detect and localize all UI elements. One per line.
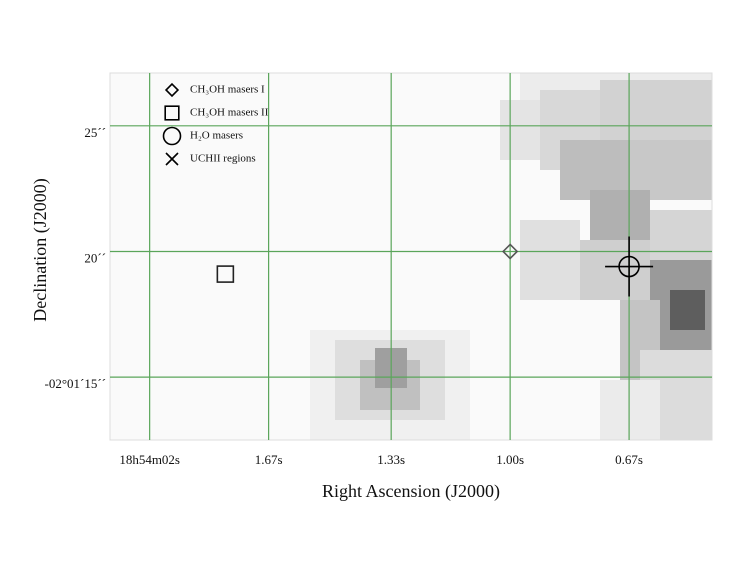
x-tick-label: 1.33s — [377, 452, 405, 467]
y-tick-label: -02°01´15´´ — [44, 376, 106, 391]
y-tick-label: 20´´ — [84, 250, 106, 265]
x-tick-label: 1.67s — [255, 452, 283, 467]
y-axis-label: Declination (J2000) — [30, 178, 51, 321]
x-tick-label: 1.00s — [496, 452, 524, 467]
marker-square — [164, 105, 180, 121]
plot-frame — [109, 72, 713, 441]
x-tick-label: 18h54m02s — [119, 452, 180, 467]
marker-diamond — [164, 82, 180, 98]
y-tick-label: 25´´ — [84, 125, 106, 140]
background-image — [310, 73, 712, 440]
x-axis-label: Right Ascension (J2000) — [322, 481, 500, 502]
marker-cross — [605, 236, 654, 297]
marker-circle — [162, 126, 182, 146]
marker-square — [216, 265, 235, 283]
legend-label: UCHII regions — [190, 153, 256, 165]
marker-cross — [165, 152, 179, 166]
x-tick-label: 0.67s — [615, 452, 643, 467]
legend-label: CH₃OH masers I — [190, 84, 265, 96]
legend-label: H₂O masers — [190, 130, 243, 142]
legend-label: CH₃OH masers II — [190, 107, 269, 119]
marker-diamond — [502, 243, 519, 260]
